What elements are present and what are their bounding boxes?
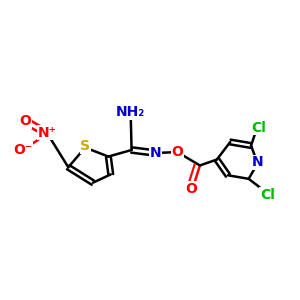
Text: O: O <box>19 114 31 128</box>
Text: O⁻: O⁻ <box>13 143 32 157</box>
Text: S: S <box>80 139 90 153</box>
Text: Cl: Cl <box>251 121 266 135</box>
Text: NH₂: NH₂ <box>116 105 145 119</box>
Text: N: N <box>150 146 161 160</box>
Text: N⁺: N⁺ <box>38 126 57 140</box>
Text: O: O <box>171 145 183 159</box>
Text: O: O <box>185 182 197 196</box>
Text: Cl: Cl <box>260 188 275 202</box>
Text: N: N <box>252 155 264 170</box>
